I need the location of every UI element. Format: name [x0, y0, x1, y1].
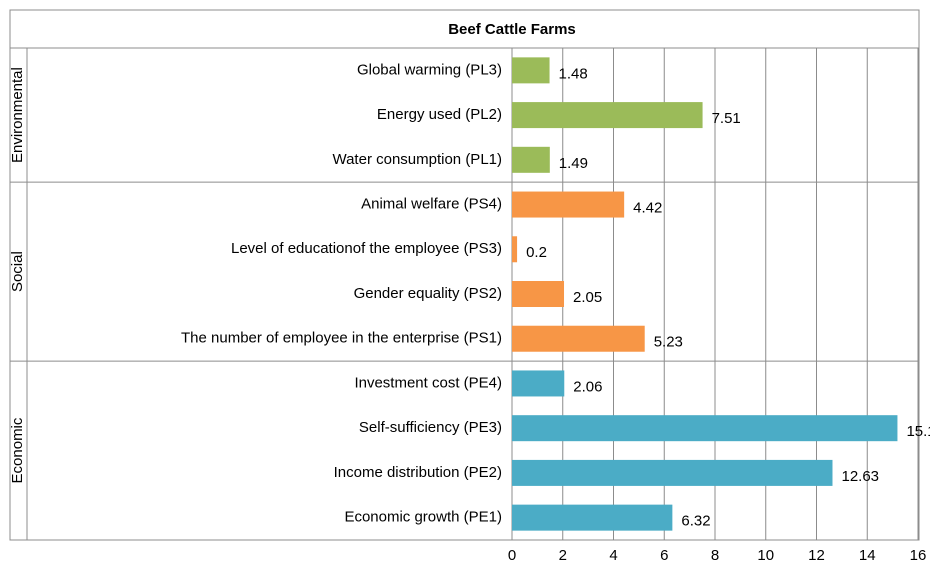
x-tick-label: 16 — [910, 547, 927, 564]
value-label: 2.06 — [573, 378, 602, 395]
value-label: 2.05 — [573, 289, 602, 306]
value-label: 0.2 — [526, 244, 547, 261]
x-tick-label: 8 — [711, 547, 719, 564]
x-tick-label: 12 — [808, 547, 825, 564]
bar — [512, 370, 565, 397]
value-label: 7.51 — [712, 110, 741, 127]
bar — [512, 146, 550, 173]
bar — [512, 57, 550, 84]
frame — [9, 9, 920, 541]
category-label: Energy used (PL2) — [377, 106, 502, 123]
value-label: 1.48 — [559, 65, 588, 82]
category-label: Economic growth (PE1) — [344, 509, 502, 526]
bar — [512, 415, 898, 442]
value-label: 4.42 — [633, 200, 662, 217]
category-label: Animal welfare (PS4) — [361, 196, 502, 213]
group-label: Social — [9, 251, 26, 292]
bar — [512, 102, 703, 129]
group-label: Economic — [9, 417, 26, 483]
value-label: 15.19 — [906, 423, 930, 440]
category-label: Global warming (PL3) — [357, 61, 502, 78]
value-label: 6.32 — [681, 513, 710, 530]
x-tick-label: 6 — [660, 547, 668, 564]
x-tick-label: 4 — [609, 547, 617, 564]
bar — [512, 236, 518, 263]
value-label: 5.23 — [654, 334, 683, 351]
chart-title: Beef Cattle Farms — [448, 21, 576, 38]
x-tick-label: 0 — [508, 547, 516, 564]
category-label: Gender equality (PS2) — [354, 285, 502, 302]
bar — [512, 281, 565, 307]
category-label: Level of educationof the employee (PS3) — [231, 240, 502, 257]
category-label: Water consumption (PL1) — [332, 151, 502, 168]
bar — [512, 459, 833, 486]
category-label: Investment cost (PE4) — [354, 374, 502, 391]
value-label: 12.63 — [841, 468, 879, 485]
value-label: 1.49 — [559, 155, 588, 172]
category-label: The number of employee in the enterprise… — [181, 330, 502, 347]
bar — [512, 325, 645, 352]
category-label: Income distribution (PE2) — [334, 464, 502, 481]
bar — [512, 191, 625, 218]
category-label: Self-sufficiency (PE3) — [359, 419, 502, 436]
group-label: Environmental — [9, 67, 26, 163]
x-tick-label: 14 — [859, 547, 876, 564]
bar — [512, 504, 673, 531]
x-tick-label: 2 — [559, 547, 567, 564]
x-tick-label: 10 — [757, 547, 774, 564]
